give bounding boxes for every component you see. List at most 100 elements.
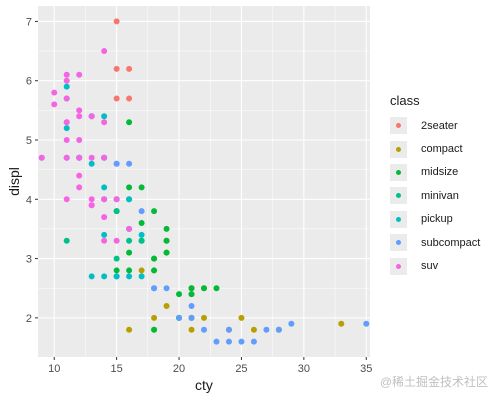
point-minivan xyxy=(113,208,120,215)
point-midsize xyxy=(213,285,220,292)
y-tick-label: 2 xyxy=(26,313,32,325)
point-suv xyxy=(63,136,70,143)
point-suv xyxy=(63,95,70,102)
point-suv xyxy=(101,48,108,55)
point-subcompact xyxy=(138,208,145,215)
point-midsize xyxy=(138,220,145,227)
point-subcompact xyxy=(188,303,195,310)
point-2seater xyxy=(113,95,120,102)
point-pickup xyxy=(63,83,70,90)
y-tick-label: 5 xyxy=(26,135,32,147)
y-axis-title: displ xyxy=(6,167,22,196)
x-axis-ticks: 10 15 20 25 30 35 xyxy=(48,357,372,375)
point-pickup xyxy=(101,184,108,191)
legend-dot xyxy=(396,169,401,175)
point-suv xyxy=(88,154,95,161)
point-subcompact xyxy=(275,326,282,333)
point-suv xyxy=(88,113,95,120)
point-midsize xyxy=(151,267,158,274)
y-tick-label: 4 xyxy=(26,194,32,206)
y-axis-ticks: 2 3 4 5 6 7 xyxy=(26,16,38,325)
point-2seater xyxy=(113,65,120,72)
point-suv xyxy=(88,196,95,203)
point-subcompact xyxy=(201,326,207,333)
point-compact xyxy=(126,326,133,333)
point-suv xyxy=(63,71,70,78)
point-subcompact xyxy=(225,338,232,345)
legend-label: subcompact xyxy=(421,236,481,249)
point-pickup xyxy=(101,231,108,238)
point-subcompact xyxy=(238,338,245,345)
point-subcompact xyxy=(113,160,120,167)
legend-label: midsize xyxy=(421,166,459,179)
point-subcompact xyxy=(151,285,158,292)
legend-key xyxy=(390,257,407,275)
point-midsize xyxy=(126,249,133,256)
point-midsize xyxy=(188,285,195,292)
point-suv xyxy=(63,196,70,203)
data-points xyxy=(38,18,370,345)
point-pickup xyxy=(88,273,95,280)
point-subcompact xyxy=(363,320,370,327)
point-midsize xyxy=(163,225,170,232)
point-midsize xyxy=(113,267,120,274)
point-minivan xyxy=(138,237,145,244)
point-subcompact xyxy=(188,314,195,321)
legend-key xyxy=(390,163,407,181)
point-suv xyxy=(63,77,70,84)
point-suv xyxy=(63,119,70,126)
point-midsize xyxy=(151,326,158,333)
point-suv xyxy=(51,101,58,108)
point-suv xyxy=(76,136,83,143)
point-pickup xyxy=(138,231,145,238)
plot-panel xyxy=(38,6,370,357)
point-pickup xyxy=(126,273,133,280)
point-suv xyxy=(113,196,120,203)
legend-items: 2seater compact midsize minivan pickup subcom… xyxy=(390,114,495,278)
x-tick-label: 35 xyxy=(360,363,372,375)
x-tick-label: 25 xyxy=(235,363,247,375)
point-midsize xyxy=(188,291,195,298)
point-pickup xyxy=(138,273,145,280)
point-midsize xyxy=(163,237,170,244)
point-2seater xyxy=(126,65,133,72)
point-suv xyxy=(63,154,70,161)
point-suv xyxy=(101,214,108,221)
point-suv xyxy=(76,154,83,161)
point-suv xyxy=(113,237,120,244)
point-minivan xyxy=(113,255,120,262)
x-axis-title: cty xyxy=(195,377,213,393)
point-suv xyxy=(101,154,108,161)
legend-item-2seater: 2seater xyxy=(390,114,495,137)
point-midsize xyxy=(151,208,158,215)
legend-label: pickup xyxy=(421,213,453,226)
point-subcompact xyxy=(126,160,133,167)
x-tick-label: 30 xyxy=(298,363,310,375)
point-compact xyxy=(201,314,207,321)
legend-key xyxy=(390,117,407,135)
point-compact xyxy=(338,320,345,327)
legend-label: minivan xyxy=(421,189,459,202)
point-pickup xyxy=(63,125,70,132)
point-suv xyxy=(76,184,83,191)
point-midsize xyxy=(126,184,133,191)
x-tick-label: 20 xyxy=(173,363,185,375)
point-pickup xyxy=(113,273,120,280)
y-tick-label: 6 xyxy=(26,76,32,88)
point-suv xyxy=(101,119,108,126)
point-suv xyxy=(101,196,108,203)
point-suv xyxy=(38,154,45,161)
y-tick-label: 7 xyxy=(26,16,32,28)
legend-key xyxy=(390,187,407,205)
point-suv xyxy=(76,107,83,114)
point-subcompact xyxy=(263,326,270,333)
point-compact xyxy=(250,326,257,333)
point-suv xyxy=(126,225,133,232)
point-compact xyxy=(163,303,170,310)
y-tick-label: 3 xyxy=(26,254,32,266)
point-midsize xyxy=(126,119,133,126)
watermark: @稀土掘金技术社区 xyxy=(379,375,488,389)
point-midsize xyxy=(138,184,145,191)
legend-dot xyxy=(396,240,401,246)
